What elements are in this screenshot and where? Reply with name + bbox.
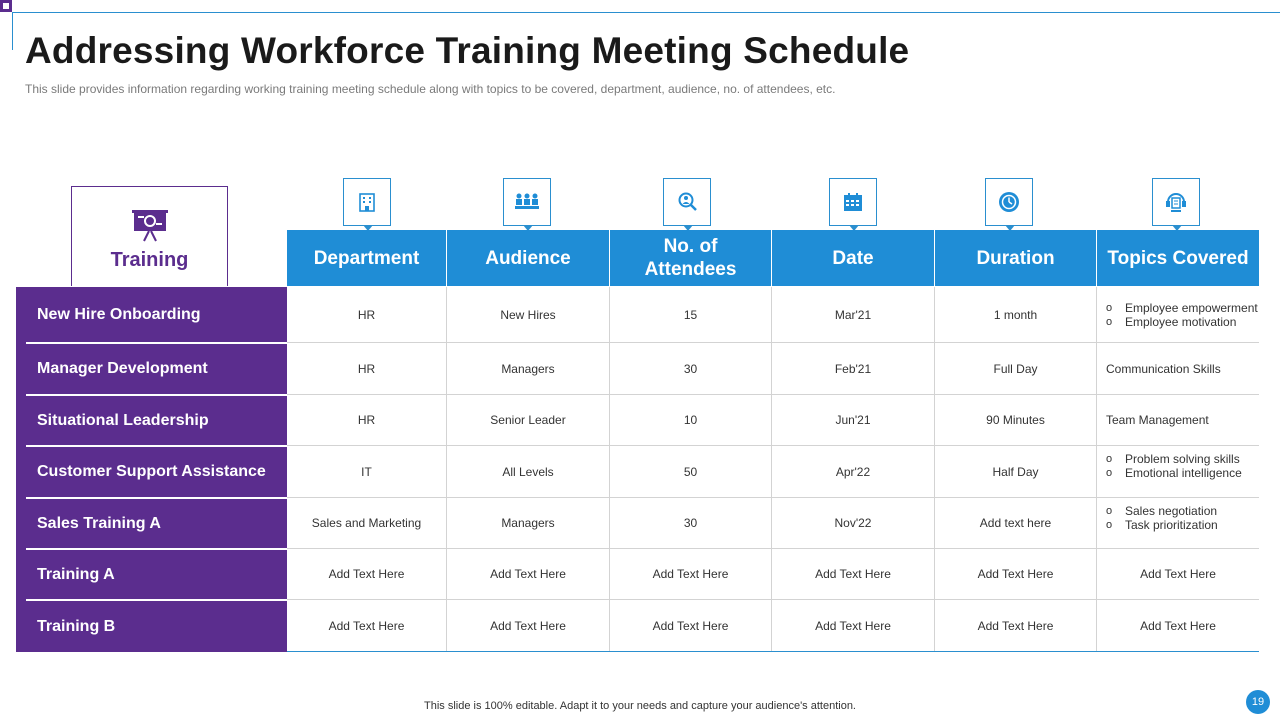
cell-duration: 90 Minutes bbox=[935, 395, 1097, 446]
column-header-audience: Audience bbox=[447, 230, 610, 286]
page-subtitle: This slide provides information regardin… bbox=[25, 82, 836, 96]
cell-topics: Add Text Here bbox=[1140, 618, 1216, 633]
cell-audience: Add Text Here bbox=[447, 600, 610, 651]
cell-audience: Managers bbox=[447, 498, 610, 549]
cell-date: Apr'22 bbox=[772, 446, 935, 498]
topics-list: Sales negotiation Task prioritization bbox=[1106, 504, 1218, 532]
column-header-attendees: No. of Attendees bbox=[610, 230, 772, 286]
page-number-badge: 19 bbox=[1246, 690, 1270, 714]
cell-attendees: 50 bbox=[610, 446, 772, 498]
cell-topics: Sales negotiation Task prioritization bbox=[1097, 498, 1259, 549]
cell-duration: Full Day bbox=[935, 343, 1097, 395]
cell-date: Mar'21 bbox=[772, 287, 935, 343]
cell-topics: Problem solving skills Emotional intelli… bbox=[1097, 446, 1259, 498]
cell-department: Add Text Here bbox=[287, 600, 447, 651]
corner-mark bbox=[0, 0, 12, 12]
search-people-icon-box bbox=[663, 178, 711, 231]
cell-duration: Add text here bbox=[935, 498, 1097, 549]
cell-attendees: Add Text Here bbox=[610, 549, 772, 600]
cell-audience: Managers bbox=[447, 343, 610, 395]
row-label-situational-leadership: Situational Leadership bbox=[26, 396, 287, 446]
topic-item: Problem solving skills bbox=[1106, 452, 1242, 466]
column-header-date: Date bbox=[772, 230, 935, 286]
cell-topics: Communication Skills bbox=[1097, 343, 1259, 395]
topic-item: Emotional intelligence bbox=[1106, 466, 1242, 480]
cell-attendees: 10 bbox=[610, 395, 772, 446]
cell-date: Nov'22 bbox=[772, 498, 935, 549]
cell-department: Add Text Here bbox=[287, 549, 447, 600]
cell-department: HR bbox=[287, 395, 447, 446]
building-icon bbox=[359, 193, 375, 212]
headset-icon bbox=[1166, 193, 1186, 212]
presentation-board-icon bbox=[132, 210, 168, 242]
cell-attendees: 30 bbox=[610, 498, 772, 549]
row-label-manager-development: Manager Development bbox=[26, 344, 287, 395]
cell-department: IT bbox=[287, 446, 447, 498]
table-bottom-line bbox=[287, 651, 1259, 652]
row-stub-bar bbox=[16, 287, 26, 652]
cell-audience: Add Text Here bbox=[447, 549, 610, 600]
topic-item: Sales negotiation bbox=[1106, 504, 1218, 518]
topic-item: Employee empowerment bbox=[1106, 301, 1258, 315]
building-icon-box bbox=[343, 178, 391, 231]
cell-department: Sales and Marketing bbox=[287, 498, 447, 549]
column-header-department: Department bbox=[287, 230, 447, 286]
audience-icon-box bbox=[503, 178, 551, 231]
cell-topics: Add Text Here bbox=[1097, 549, 1259, 600]
cell-attendees: 15 bbox=[610, 287, 772, 343]
calendar-icon-box bbox=[829, 178, 877, 231]
topic-item: Employee motivation bbox=[1106, 315, 1258, 329]
topic-item: Task prioritization bbox=[1106, 518, 1218, 532]
headset-icon-box bbox=[1152, 178, 1200, 231]
cell-date: Jun'21 bbox=[772, 395, 935, 446]
cell-date: Add Text Here bbox=[772, 549, 935, 600]
training-label: Training bbox=[110, 249, 189, 271]
footer-note: This slide is 100% editable. Adapt it to… bbox=[424, 700, 856, 712]
row-label-sales-training-a: Sales Training A bbox=[26, 499, 287, 549]
topics-list: Employee empowerment Employee motivation bbox=[1106, 301, 1258, 329]
calendar-icon bbox=[844, 193, 862, 211]
cell-duration: Half Day bbox=[935, 446, 1097, 498]
cell-department: HR bbox=[287, 343, 447, 395]
search-people-icon bbox=[678, 192, 697, 211]
cell-date: Feb'21 bbox=[772, 343, 935, 395]
cell-date: Add Text Here bbox=[772, 600, 935, 651]
row-label-training-b: Training B bbox=[26, 601, 287, 652]
cell-duration: Add Text Here bbox=[935, 600, 1097, 651]
clock-icon-box bbox=[985, 178, 1033, 231]
row-label-customer-support-assistance: Customer Support Assistance bbox=[26, 447, 287, 498]
audience-icon bbox=[515, 193, 539, 209]
top-divider bbox=[12, 12, 1280, 13]
page-title: Addressing Workforce Training Meeting Sc… bbox=[25, 30, 910, 71]
cell-attendees: Add Text Here bbox=[610, 600, 772, 651]
cell-audience: New Hires bbox=[447, 287, 610, 343]
side-divider bbox=[12, 12, 13, 50]
cell-audience: All Levels bbox=[447, 446, 610, 498]
cell-duration: Add Text Here bbox=[935, 549, 1097, 600]
training-corner-box: Training bbox=[71, 186, 228, 286]
cell-attendees: 30 bbox=[610, 343, 772, 395]
topics-list: Problem solving skills Emotional intelli… bbox=[1106, 452, 1242, 480]
cell-audience: Senior Leader bbox=[447, 395, 610, 446]
column-header-duration: Duration bbox=[935, 230, 1097, 286]
column-header-topics: Topics Covered bbox=[1097, 230, 1259, 286]
clock-icon bbox=[999, 192, 1019, 212]
cell-topics: Team Management bbox=[1097, 395, 1259, 446]
cell-topics: Employee empowerment Employee motivation bbox=[1097, 287, 1259, 343]
row-label-new-hire-onboarding: New Hire Onboarding bbox=[26, 287, 287, 343]
cell-department: HR bbox=[287, 287, 447, 343]
cell-duration: 1 month bbox=[935, 287, 1097, 343]
row-label-training-a: Training A bbox=[26, 550, 287, 600]
